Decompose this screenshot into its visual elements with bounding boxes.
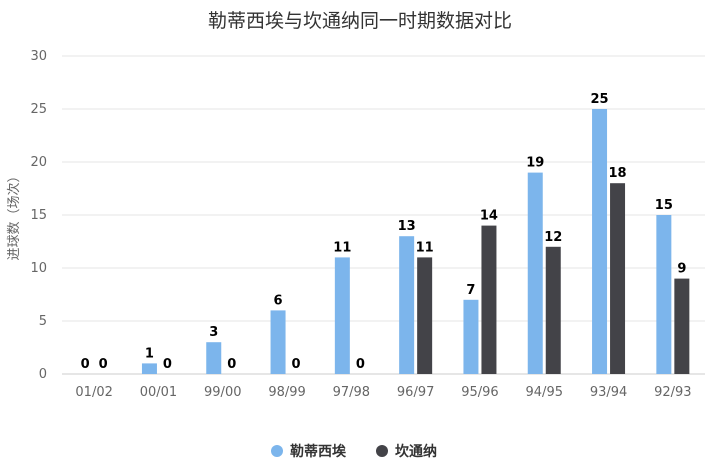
x-tick-label: 96/97 xyxy=(397,385,434,400)
data-label: 14 xyxy=(480,209,498,224)
bar-series-1 xyxy=(527,172,543,374)
data-label: 0 xyxy=(99,357,108,372)
x-tick-label: 00/01 xyxy=(140,385,177,400)
bar-series-1 xyxy=(399,236,415,374)
data-label: 7 xyxy=(466,283,475,298)
data-label: 11 xyxy=(416,240,434,255)
data-label: 6 xyxy=(274,293,283,308)
x-tick-label: 92/93 xyxy=(654,385,691,400)
y-tick-label: 30 xyxy=(30,49,47,64)
legend-marker xyxy=(376,445,388,457)
y-tick-label: 20 xyxy=(30,155,47,170)
data-label: 0 xyxy=(163,357,172,372)
bar-series-2 xyxy=(545,246,561,374)
data-label: 1 xyxy=(145,346,154,361)
bar-series-2 xyxy=(481,225,497,374)
x-tick-label: 98/99 xyxy=(268,385,305,400)
x-tick-label: 97/98 xyxy=(333,385,370,400)
y-axis-label: 进球数（场次） xyxy=(6,169,22,260)
data-label: 0 xyxy=(227,357,236,372)
y-tick-label: 0 xyxy=(39,367,47,382)
bar-series-1 xyxy=(141,363,157,374)
bar-series-1 xyxy=(656,215,672,374)
data-label: 15 xyxy=(655,198,673,213)
bar-series-2 xyxy=(610,183,626,374)
bar-series-1 xyxy=(206,342,222,374)
data-label: 0 xyxy=(356,357,365,372)
x-tick-label: 99/00 xyxy=(204,385,241,400)
x-tick-label: 95/96 xyxy=(461,385,498,400)
legend-label: 勒蒂西埃 xyxy=(290,443,347,460)
bar-series-2 xyxy=(417,257,433,374)
data-label: 3 xyxy=(209,325,218,340)
x-tick-label: 93/94 xyxy=(590,385,627,400)
data-label: 12 xyxy=(544,230,562,245)
y-tick-label: 15 xyxy=(30,208,47,223)
data-label: 11 xyxy=(333,240,351,255)
data-label: 0 xyxy=(292,357,301,372)
bar-series-1 xyxy=(463,299,479,374)
legend-marker xyxy=(271,445,283,457)
x-tick-label: 94/95 xyxy=(526,385,563,400)
data-label: 25 xyxy=(591,92,609,107)
chart-title: 勒蒂西埃与坎通纳同一时期数据对比 xyxy=(207,10,512,32)
bar-series-1 xyxy=(592,109,608,374)
bar-series-1 xyxy=(270,310,286,374)
data-label: 0 xyxy=(81,357,90,372)
y-tick-label: 25 xyxy=(30,102,47,117)
x-tick-label: 01/02 xyxy=(75,385,112,400)
bar-series-2 xyxy=(674,278,690,374)
data-label: 13 xyxy=(398,219,416,234)
bar-series-1 xyxy=(334,257,350,374)
data-label: 9 xyxy=(677,262,686,277)
data-label: 18 xyxy=(609,166,627,181)
y-tick-label: 10 xyxy=(30,261,47,276)
y-tick-label: 5 xyxy=(39,314,47,329)
legend-label: 坎通纳 xyxy=(395,443,437,460)
data-label: 19 xyxy=(526,156,544,171)
